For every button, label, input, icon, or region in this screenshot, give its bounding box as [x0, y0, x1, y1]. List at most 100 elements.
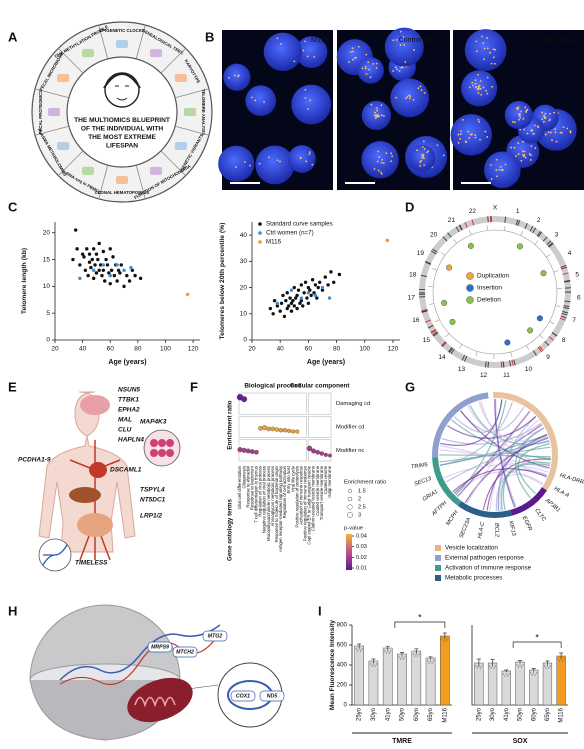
telomere-spot	[479, 138, 481, 141]
replicate	[549, 665, 552, 667]
telomere-spot	[263, 101, 265, 103]
dot	[328, 453, 332, 458]
telomere-spot	[408, 94, 411, 97]
chord	[446, 416, 537, 439]
dot	[258, 425, 263, 431]
term-label: Copi coated ER to Golgi transport vesicl…	[307, 465, 312, 544]
segment-icon	[174, 142, 187, 150]
term-label: Response to estradiol	[245, 466, 250, 508]
band	[471, 219, 475, 226]
replicate	[520, 666, 523, 668]
chromosome-label: 6	[577, 294, 581, 301]
chromosome-label: 20	[430, 231, 438, 238]
chromosome-label: 1	[516, 208, 520, 215]
telomere-spot	[421, 157, 423, 159]
telomere-spot	[477, 92, 480, 94]
dna	[42, 544, 68, 566]
telomere-spot	[375, 67, 378, 69]
chord	[443, 464, 549, 479]
y-tick-label: 20	[43, 229, 51, 236]
telomere-spot	[372, 63, 375, 65]
gene-box	[147, 641, 173, 653]
point	[105, 263, 110, 267]
replicate	[390, 650, 392, 652]
circos-inner	[432, 229, 558, 355]
replicate	[374, 665, 376, 667]
telomere-spot	[530, 129, 533, 132]
y-tick-label: 0	[46, 337, 50, 344]
replicate	[479, 667, 481, 669]
nucleus	[464, 29, 507, 71]
telomere-spot	[471, 133, 473, 136]
replicate	[475, 665, 477, 667]
wheel-divider	[58, 150, 84, 176]
term-label: Entry into host	[286, 465, 291, 493]
gene-box	[230, 690, 256, 702]
legend-label: Standard curve samples	[266, 221, 333, 228]
telomere-spot	[479, 87, 482, 90]
point	[296, 288, 301, 292]
term-label: Viral life cycle	[290, 465, 295, 492]
point	[96, 257, 100, 262]
y-axis-label: Enrichment ratio	[227, 400, 234, 449]
telomere-spot	[423, 91, 426, 94]
replicate	[563, 658, 565, 660]
telomere-spot	[421, 146, 424, 148]
telomere-spot	[498, 168, 501, 171]
telomere-spot	[304, 40, 306, 43]
telomere-spot	[382, 162, 385, 164]
segment-label: FECAL PROTEOMICS	[38, 90, 43, 134]
term-label: Regulation of viral process	[258, 466, 263, 517]
telomere-spot	[489, 51, 491, 54]
point	[308, 288, 312, 292]
point	[138, 276, 143, 281]
telomere-spot	[554, 131, 557, 134]
dot	[311, 448, 317, 454]
gene-label: CLU	[118, 427, 132, 434]
gene-box	[172, 646, 198, 658]
error-bar	[531, 668, 536, 672]
dot	[323, 452, 328, 457]
facet	[308, 392, 332, 415]
telomere-spot	[478, 84, 481, 87]
telomere-spot	[423, 148, 426, 150]
point	[94, 271, 99, 275]
gene-label: MAL	[118, 417, 132, 424]
telomere-spot	[477, 73, 479, 76]
gene-box	[259, 690, 285, 702]
x-tick-label: 25yo	[357, 707, 363, 721]
row-label: Modifier nc	[336, 448, 364, 454]
telomere-spot	[395, 39, 398, 41]
x-axis-label: Age (years)	[307, 359, 345, 366]
telomere-spot	[304, 97, 307, 99]
telomere-spot	[491, 85, 493, 88]
dot	[262, 425, 267, 431]
gene-label: MRPS9	[151, 644, 169, 650]
y-tick-label: 20	[240, 284, 248, 291]
point	[91, 268, 96, 272]
bar	[440, 635, 450, 706]
band	[463, 355, 468, 362]
replicate	[417, 655, 419, 657]
chromosome-label: 22	[469, 208, 477, 215]
telomere-spot	[380, 171, 382, 174]
chord	[499, 474, 543, 511]
band	[563, 306, 570, 310]
point	[89, 265, 93, 270]
replicate	[559, 660, 561, 662]
chrom-tick	[546, 254, 551, 258]
wheel-divider	[34, 88, 69, 99]
band	[559, 317, 566, 321]
term-label: Transport vesicle membrane	[319, 465, 324, 520]
dot	[278, 428, 284, 433]
term-label: Response to molecule of bacterial origin	[274, 465, 279, 542]
telomere-spot	[391, 155, 394, 158]
telomere-spot	[392, 70, 394, 72]
group-header: Biological process	[244, 383, 301, 390]
term-label: T cell differentiation in thymus	[254, 466, 259, 523]
replicate	[360, 650, 362, 652]
telomere-spot	[501, 169, 504, 171]
bar	[368, 660, 379, 706]
cell	[150, 449, 158, 457]
band	[441, 341, 447, 347]
